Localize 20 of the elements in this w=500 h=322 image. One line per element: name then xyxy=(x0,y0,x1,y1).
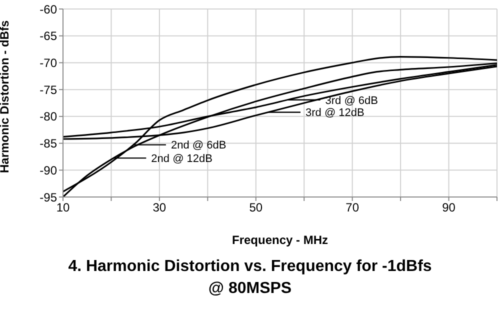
y-tick-label: -70 xyxy=(40,56,58,70)
x-tick-label: 90 xyxy=(442,200,456,215)
x-tick-label: 50 xyxy=(249,200,263,215)
y-tick-label: -75 xyxy=(40,82,58,97)
text: 4. Harmonic Distortion vs. Frequency for -1dBfs xyxy=(67,257,433,277)
legend-label: 3rd @ 12dB xyxy=(305,107,364,120)
text: @ 80MSPS xyxy=(207,279,293,299)
x-tick-label: 70 xyxy=(346,200,360,215)
y-tick-label: -60 xyxy=(40,2,58,16)
y-tick-label: -95 xyxy=(40,190,58,204)
y-tick-label: -80 xyxy=(40,110,58,124)
legend-label: 2nd @ 12dB xyxy=(151,152,213,165)
x-tick-label: 10 xyxy=(56,200,70,215)
y-tick-label: -90 xyxy=(40,163,58,178)
y-axis-title: Harmonic Distortion - dBfs xyxy=(0,20,12,173)
legend-label: 2nd @ 6dB xyxy=(170,140,226,152)
y-tick-label: -65 xyxy=(40,29,58,44)
x-axis-title: Frequency - MHz xyxy=(232,233,328,247)
y-tick-label: -85 xyxy=(40,136,58,151)
x-tick-label: 30 xyxy=(152,200,166,215)
